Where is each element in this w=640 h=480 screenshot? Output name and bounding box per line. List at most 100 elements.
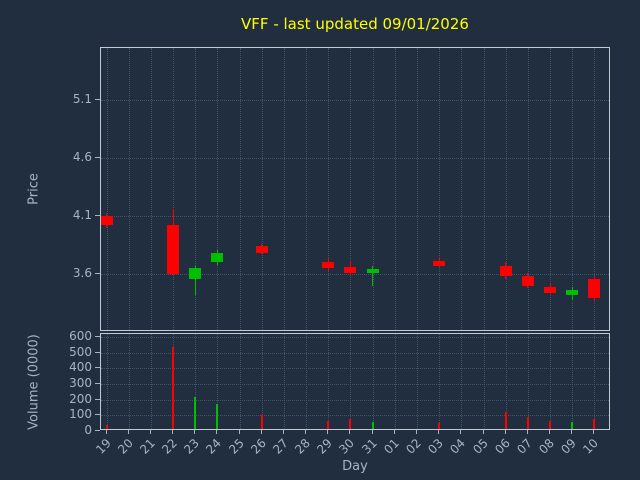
gridline-vertical (261, 334, 263, 429)
y-tick-mark (95, 157, 100, 159)
candle-08 (544, 286, 557, 293)
y-tick-mark (95, 351, 100, 353)
candle-24 (211, 253, 224, 263)
x-tick-mark (149, 430, 151, 434)
gridline-vertical (217, 334, 219, 429)
x-tick-mark (593, 430, 595, 434)
volume-plot-area (100, 333, 610, 430)
y-tick-mark (95, 99, 100, 101)
y-tick-mark (95, 273, 100, 275)
gridline-vertical (439, 48, 441, 330)
gridline-vertical (350, 334, 352, 429)
y-tick-mark (95, 367, 100, 369)
gridline-vertical (306, 48, 308, 330)
candle-19 (101, 216, 113, 226)
gridline-vertical (283, 48, 285, 330)
x-tick-mark (349, 430, 351, 434)
candle-29 (322, 262, 335, 269)
volume-bar-22 (172, 346, 175, 429)
x-tick-mark (393, 430, 395, 434)
gridline-horizontal (101, 352, 609, 354)
y-tick-label: 4.6 (72, 150, 92, 165)
gridline-horizontal (101, 100, 609, 102)
gridline-vertical (306, 334, 308, 429)
candle-30 (344, 267, 357, 273)
day-axis-label: Day (342, 459, 368, 474)
gridline-vertical (217, 48, 219, 330)
gridline-vertical (394, 48, 396, 330)
y-tick-mark (95, 215, 100, 217)
y-tick-label: 600 (69, 329, 92, 344)
price-plot-area (100, 47, 610, 331)
y-tick-label: 4.1 (72, 208, 92, 223)
gridline-horizontal (101, 384, 609, 386)
volume-bar-26 (260, 414, 263, 429)
gridline-vertical (416, 334, 418, 429)
x-tick-mark (526, 430, 528, 434)
candle-03 (433, 261, 446, 266)
gridline-horizontal (101, 399, 609, 401)
x-tick-mark (415, 430, 417, 434)
volume-bar-23 (194, 396, 197, 429)
gridline-vertical (416, 48, 418, 330)
x-tick-mark (305, 430, 307, 434)
x-tick-mark (460, 430, 462, 434)
gridline-horizontal (101, 337, 609, 339)
y-tick-mark (95, 383, 100, 385)
x-tick-mark (127, 430, 129, 434)
gridline-horizontal (101, 274, 609, 276)
gridline-vertical (328, 48, 330, 330)
gridline-vertical (594, 334, 596, 429)
gridline-vertical (372, 48, 374, 330)
candle-06 (499, 265, 512, 277)
price-axis-label: Price (26, 173, 42, 205)
y-tick-label: 3.6 (72, 266, 92, 281)
gridline-vertical (106, 48, 108, 330)
y-tick-label: 200 (69, 391, 92, 406)
gridline-horizontal (101, 368, 609, 370)
gridline-vertical (239, 334, 241, 429)
gridline-vertical (594, 48, 596, 330)
gridline-vertical (505, 48, 507, 330)
candle-10 (588, 278, 601, 299)
gridline-vertical (195, 48, 197, 330)
candle-31 (366, 269, 379, 273)
x-tick-mark (194, 430, 196, 434)
gridline-vertical (195, 334, 197, 429)
gridline-vertical (527, 48, 529, 330)
volume-bar-24 (216, 404, 219, 429)
y-tick-label: 5.1 (72, 92, 92, 107)
volume-bar-03 (438, 423, 441, 429)
x-tick-mark (327, 430, 329, 434)
gridline-vertical (550, 334, 552, 429)
gridline-vertical (439, 334, 441, 429)
gridline-vertical (150, 48, 152, 330)
volume-bar-19 (105, 424, 108, 429)
candle-09 (566, 290, 579, 295)
y-tick-label: 400 (69, 360, 92, 375)
x-tick-mark (238, 430, 240, 434)
gridline-horizontal (101, 216, 609, 218)
gridline-vertical (173, 48, 175, 330)
x-tick-mark (371, 430, 373, 434)
y-tick-label: 300 (69, 376, 92, 391)
gridline-vertical (461, 48, 463, 330)
x-tick-mark (504, 430, 506, 434)
gridline-vertical (372, 334, 374, 429)
y-tick-mark (95, 414, 100, 416)
gridline-vertical (128, 334, 130, 429)
gridline-vertical (505, 334, 507, 429)
volume-bar-29 (327, 420, 330, 429)
volume-bar-30 (349, 419, 352, 429)
y-tick-mark (95, 398, 100, 400)
gridline-vertical (106, 334, 108, 429)
y-tick-label: 100 (69, 407, 92, 422)
gridline-vertical (483, 334, 485, 429)
gridline-vertical (328, 334, 330, 429)
gridline-vertical (261, 48, 263, 330)
x-tick-mark (571, 430, 573, 434)
gridline-horizontal (101, 415, 609, 417)
chart-title: VFF - last updated 09/01/2026 (241, 15, 469, 33)
gridline-horizontal (101, 158, 609, 160)
